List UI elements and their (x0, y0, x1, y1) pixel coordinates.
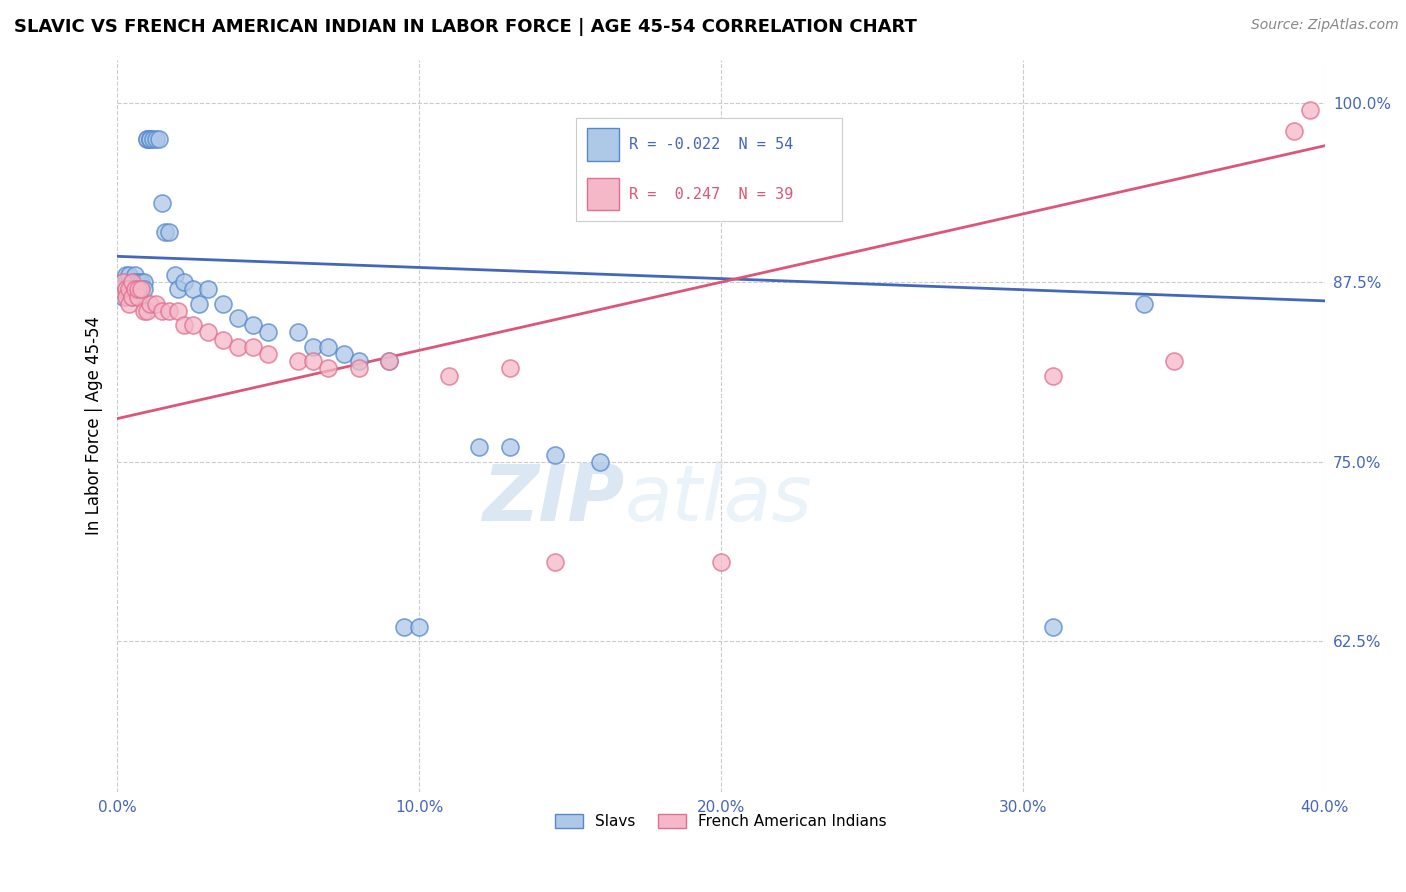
Point (498, 440, 520, 454)
Point (468, 440, 491, 454)
Point (152, 196, 174, 211)
Point (152, 304, 174, 318)
Point (1163, 354, 1185, 368)
Point (589, 455, 612, 469)
Point (112, 275, 135, 289)
Point (136, 131, 159, 145)
Point (145, 131, 167, 145)
Text: Source: ZipAtlas.com: Source: ZipAtlas.com (1251, 18, 1399, 32)
Point (544, 555, 567, 569)
Point (124, 275, 146, 289)
Point (155, 225, 177, 239)
Point (121, 275, 143, 289)
Point (211, 296, 233, 310)
Point (131, 275, 153, 289)
Point (1042, 368, 1064, 383)
Point (408, 620, 430, 634)
Point (1042, 620, 1064, 634)
Point (544, 448, 567, 462)
Point (1298, 103, 1320, 117)
Point (127, 282, 149, 296)
Point (124, 268, 146, 282)
Point (302, 340, 325, 354)
Point (347, 361, 370, 376)
Point (127, 289, 149, 303)
Point (134, 275, 156, 289)
Point (127, 289, 149, 303)
Point (134, 304, 156, 318)
Point (166, 282, 188, 296)
Point (173, 318, 195, 333)
Point (124, 282, 146, 296)
Point (166, 304, 188, 318)
Point (242, 318, 264, 333)
Point (131, 282, 153, 296)
Point (115, 282, 138, 296)
Legend: Slavs, French American Indians: Slavs, French American Indians (550, 808, 893, 836)
Point (302, 354, 325, 368)
Point (287, 354, 309, 368)
Point (378, 354, 401, 368)
Point (1284, 124, 1306, 138)
Point (318, 361, 340, 376)
Point (157, 304, 180, 318)
Point (173, 275, 195, 289)
Point (142, 131, 165, 145)
Point (112, 275, 135, 289)
Text: atlas: atlas (624, 461, 813, 537)
Point (108, 282, 131, 296)
Point (121, 275, 143, 289)
Point (127, 275, 149, 289)
Point (136, 131, 159, 145)
Point (197, 282, 219, 296)
Point (226, 340, 249, 354)
Point (124, 282, 146, 296)
Point (242, 340, 264, 354)
Point (197, 326, 219, 340)
Point (118, 282, 141, 296)
Point (498, 361, 520, 376)
Point (181, 318, 204, 333)
Point (139, 131, 162, 145)
Point (131, 282, 153, 296)
Point (112, 289, 135, 303)
Point (115, 282, 138, 296)
Point (187, 296, 209, 310)
Point (118, 268, 141, 282)
Point (121, 289, 143, 303)
Point (118, 282, 141, 296)
Point (139, 131, 162, 145)
Point (163, 268, 186, 282)
Point (1132, 296, 1154, 310)
Point (115, 289, 138, 303)
Point (378, 354, 401, 368)
Point (287, 326, 309, 340)
Point (121, 289, 143, 303)
Point (710, 555, 733, 569)
Point (439, 368, 461, 383)
Point (127, 282, 149, 296)
Y-axis label: In Labor Force | Age 45-54: In Labor Force | Age 45-54 (86, 317, 103, 535)
Point (181, 282, 204, 296)
Point (226, 311, 249, 326)
Text: ZIP: ZIP (482, 461, 624, 537)
Point (318, 340, 340, 354)
Point (332, 347, 354, 361)
Point (134, 282, 156, 296)
Point (118, 296, 141, 310)
Point (121, 282, 143, 296)
Point (136, 304, 159, 318)
Point (257, 347, 280, 361)
Point (148, 131, 170, 145)
Text: SLAVIC VS FRENCH AMERICAN INDIAN IN LABOR FORCE | AGE 45-54 CORRELATION CHART: SLAVIC VS FRENCH AMERICAN INDIAN IN LABO… (14, 18, 917, 36)
Point (392, 620, 415, 634)
Point (115, 268, 138, 282)
Point (257, 326, 280, 340)
Point (139, 296, 162, 310)
Point (347, 354, 370, 368)
Point (211, 333, 233, 347)
Point (157, 225, 180, 239)
Point (108, 282, 131, 296)
Point (145, 296, 167, 310)
